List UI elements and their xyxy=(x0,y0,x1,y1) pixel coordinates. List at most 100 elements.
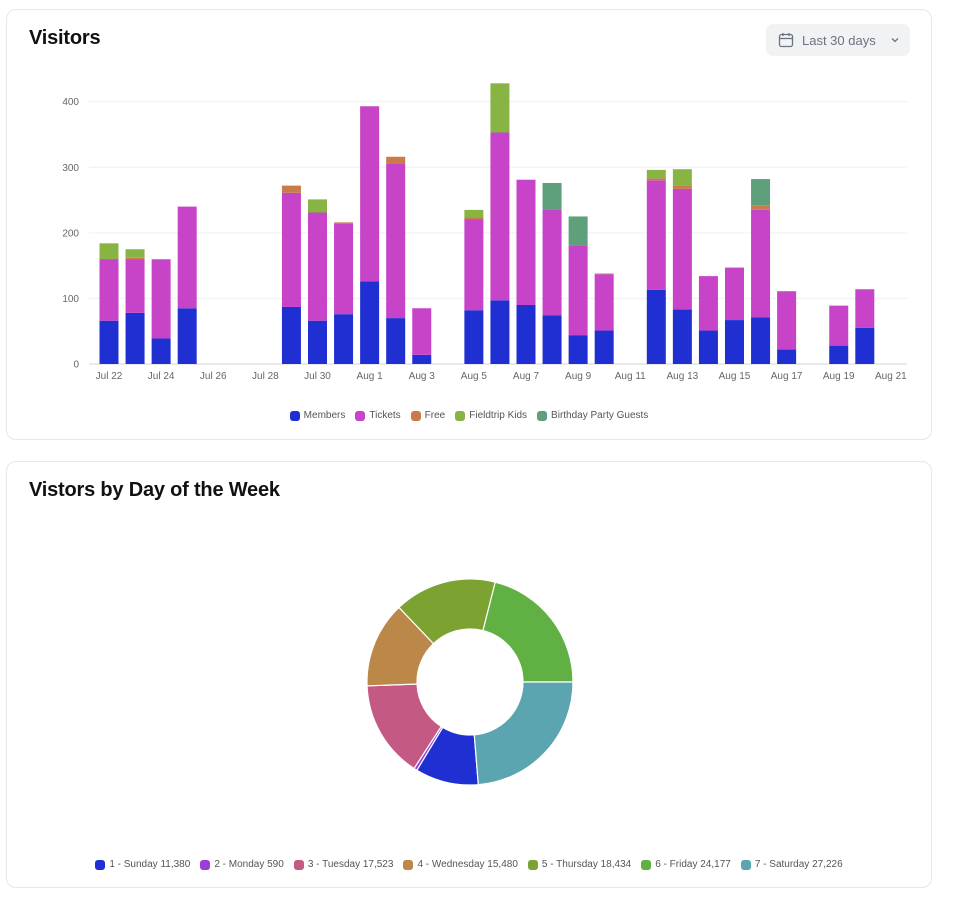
bar-tickets[interactable] xyxy=(151,259,171,339)
legend-item-free[interactable]: Free xyxy=(410,410,446,421)
bar-birthday-party-guests[interactable] xyxy=(542,182,562,210)
bar-members[interactable] xyxy=(516,304,536,364)
bar-members[interactable] xyxy=(672,309,692,364)
bar-members[interactable] xyxy=(360,281,380,364)
bar-members[interactable] xyxy=(829,345,849,364)
bar-tickets[interactable] xyxy=(334,223,354,315)
bar-members[interactable] xyxy=(646,289,666,364)
legend-swatch xyxy=(537,410,548,421)
legend-label: 5 - Thursday 18,434 xyxy=(541,859,632,870)
bar-tickets[interactable] xyxy=(672,188,692,310)
legend-item-2-monday[interactable]: 2 - Monday 590 xyxy=(200,859,284,870)
bar-free[interactable] xyxy=(125,257,145,260)
legend-item-7-saturday[interactable]: 7 - Saturday 27,226 xyxy=(740,859,843,870)
bar-fieldtrip-kids[interactable] xyxy=(464,209,484,218)
bar-tickets[interactable] xyxy=(490,132,510,301)
bar-tickets[interactable] xyxy=(751,209,771,318)
bar-tickets[interactable] xyxy=(542,209,562,316)
bar-fieldtrip-kids[interactable] xyxy=(490,83,510,133)
bar-tickets[interactable] xyxy=(464,219,484,311)
bar-tickets[interactable] xyxy=(125,259,145,313)
bar-fieldtrip-kids[interactable] xyxy=(646,169,666,179)
bar-free[interactable] xyxy=(594,273,614,275)
bar-tickets[interactable] xyxy=(516,179,536,305)
bar-tickets[interactable] xyxy=(177,206,197,309)
donut-slice-6-friday[interactable] xyxy=(482,581,574,683)
visitors-legend: Members Tickets Free Fieldtrip Kids Birthday… xyxy=(7,410,931,421)
bar-tickets[interactable] xyxy=(386,163,406,319)
legend-swatch xyxy=(403,859,414,870)
bar-members[interactable] xyxy=(177,308,197,364)
legend-item-5-thursday[interactable]: 5 - Thursday 18,434 xyxy=(527,859,632,870)
bar-tickets[interactable] xyxy=(594,274,614,331)
bar-tickets[interactable] xyxy=(829,305,849,346)
legend-label: Birthday Party Guests xyxy=(551,410,649,421)
legend-item-3-tuesday[interactable]: 3 - Tuesday 17,523 xyxy=(293,859,393,870)
visitors-bar-chart: 0 100 200 300 400 Jul 22 Jul 24 Jul 26 Jul 28 Jul… xyxy=(62,83,907,382)
bar-fieldtrip-kids[interactable] xyxy=(99,243,119,260)
legend-item-1-sunday[interactable]: 1 - Sunday 11,380 xyxy=(95,859,190,870)
bar-fieldtrip-kids[interactable] xyxy=(307,199,327,213)
bar-members[interactable] xyxy=(698,330,718,364)
bar-members[interactable] xyxy=(412,354,432,364)
bar-fieldtrip-kids[interactable] xyxy=(125,249,145,258)
bar-members[interactable] xyxy=(307,320,327,364)
legend-swatch xyxy=(740,859,751,870)
bar-members[interactable] xyxy=(777,349,797,364)
bar-members[interactable] xyxy=(125,312,145,364)
donut-slice-7-saturday[interactable] xyxy=(473,681,574,786)
bar-birthday-party-guests[interactable] xyxy=(568,216,588,246)
legend-label: Free xyxy=(424,410,446,421)
bar-tickets[interactable] xyxy=(777,291,797,350)
legend-item-fieldtrip-kids[interactable]: Fieldtrip Kids xyxy=(455,410,527,421)
bar-members[interactable] xyxy=(334,314,354,364)
bar-members[interactable] xyxy=(542,315,562,364)
bar-tickets[interactable] xyxy=(855,289,875,328)
legend-item-tickets[interactable]: Tickets xyxy=(355,410,401,421)
bar-free[interactable] xyxy=(334,222,354,224)
bar-members[interactable] xyxy=(751,317,771,364)
bar-tickets[interactable] xyxy=(646,180,666,290)
bar-tickets[interactable] xyxy=(724,267,744,321)
bar-tickets[interactable] xyxy=(412,308,432,355)
bar-fieldtrip-kids[interactable] xyxy=(672,169,692,186)
legend-label: Members xyxy=(303,410,346,421)
bar-free[interactable] xyxy=(151,259,171,260)
bar-members[interactable] xyxy=(386,318,406,364)
legend-item-members[interactable]: Members xyxy=(289,410,346,421)
bar-free[interactable] xyxy=(386,156,406,164)
bar-tickets[interactable] xyxy=(99,259,119,321)
bar-free[interactable] xyxy=(464,217,484,220)
bar-tickets[interactable] xyxy=(281,192,301,307)
x-tick-label: Aug 13 xyxy=(667,371,699,382)
legend-item-6-friday[interactable]: 6 - Friday 24,177 xyxy=(641,859,731,870)
bar-members[interactable] xyxy=(855,327,875,364)
bar-members[interactable] xyxy=(594,330,614,364)
date-range-dropdown[interactable]: Last 30 days xyxy=(766,24,910,56)
bar-members[interactable] xyxy=(464,310,484,364)
bar-tickets[interactable] xyxy=(568,245,588,336)
bar-tickets[interactable] xyxy=(360,106,380,282)
visitors-card: Visitors Last 30 days 0 100 200 300 400 Jul 2… xyxy=(6,9,932,440)
legend-swatch xyxy=(355,410,366,421)
bar-free[interactable] xyxy=(751,205,771,210)
bar-free[interactable] xyxy=(646,178,666,181)
legend-item-4-wednesday[interactable]: 4 - Wednesday 15,480 xyxy=(403,859,518,870)
y-tick-label: 100 xyxy=(62,294,79,305)
bar-members[interactable] xyxy=(490,300,510,364)
legend-label: 4 - Wednesday 15,480 xyxy=(417,859,518,870)
y-tick-label: 400 xyxy=(62,97,79,108)
bar-members[interactable] xyxy=(99,320,119,364)
bar-members[interactable] xyxy=(568,335,588,364)
bar-members[interactable] xyxy=(281,306,301,364)
legend-label: 7 - Saturday 27,226 xyxy=(754,859,843,870)
bar-members[interactable] xyxy=(724,320,744,364)
bar-birthday-party-guests[interactable] xyxy=(751,179,771,206)
bar-tickets[interactable] xyxy=(307,212,327,321)
bar-tickets[interactable] xyxy=(698,276,718,331)
bar-free[interactable] xyxy=(281,185,301,193)
bar-members[interactable] xyxy=(151,338,171,364)
bar-free[interactable] xyxy=(672,185,692,189)
day-of-week-title: Vistors by Day of the Week xyxy=(29,479,280,501)
legend-item-birthday-party-guests[interactable]: Birthday Party Guests xyxy=(537,410,648,421)
